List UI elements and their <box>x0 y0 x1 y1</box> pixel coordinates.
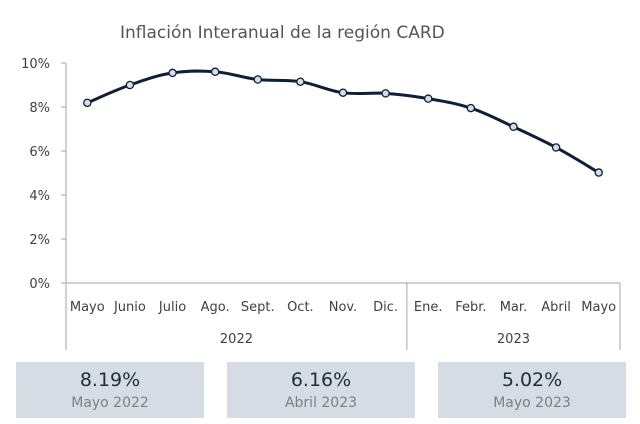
y-tick-label: 0% <box>29 277 50 292</box>
chart-title: Inflación Interanual de la región CARD <box>120 23 445 43</box>
x-tick-label: Nov. <box>329 300 358 315</box>
x-group-label: 2022 <box>220 332 253 347</box>
x-group-label: 2023 <box>497 332 530 347</box>
summary-card-2: 6.16% Abril 2023 <box>227 362 415 418</box>
y-tick-label: 10% <box>21 57 50 72</box>
data-point <box>296 77 305 86</box>
data-point <box>125 80 135 90</box>
card-value: 8.19% <box>79 369 141 391</box>
data-point <box>509 122 518 132</box>
data-point <box>83 98 92 108</box>
y-tick-label: 8% <box>29 101 50 116</box>
series-line <box>86 69 600 174</box>
y-tick-label: 4% <box>29 189 50 204</box>
summary-card-3: 5.02% Mayo 2023 <box>438 362 626 418</box>
x-tick-label: Febr. <box>455 300 486 315</box>
data-point <box>168 68 177 78</box>
x-tick-label: Ago. <box>201 300 230 315</box>
x-tick-label: Mayo <box>70 300 105 315</box>
data-point <box>381 89 390 98</box>
card-value: 6.16% <box>290 369 352 391</box>
y-tick-label: 2% <box>29 233 50 248</box>
x-tick-label: Mayo <box>581 300 616 315</box>
x-tick-label: Oct. <box>287 300 314 315</box>
card-label: Mayo 2023 <box>493 395 571 411</box>
data-point <box>594 168 603 177</box>
y-tick-label: 6% <box>29 145 50 160</box>
data-point <box>466 103 476 113</box>
x-tick-label: Abril <box>541 300 571 315</box>
card-label: Mayo 2022 <box>71 395 149 411</box>
data-point <box>253 75 263 84</box>
data-point <box>551 143 561 152</box>
card-value: 5.02% <box>501 369 563 391</box>
summary-card-1: 8.19% Mayo 2022 <box>16 362 204 418</box>
x-tick-label: Julio <box>158 300 186 315</box>
data-point <box>210 67 220 77</box>
x-tick-label: Dic. <box>373 300 398 315</box>
data-point <box>338 88 348 97</box>
x-axis: Mayo Junio Julio Ago. Sept. Oct. Nov. Dic. Ene. F… <box>65 282 621 350</box>
series-layer <box>83 67 603 177</box>
x-tick-label: Ene. <box>414 300 443 315</box>
x-tick-label: Sept. <box>241 300 275 315</box>
y-axis: 0% 2% 4% 6% 8% 10% <box>21 57 67 292</box>
x-tick-label: Junio <box>113 300 146 315</box>
x-tick-label: Mar. <box>500 300 527 315</box>
inflation-line-chart: Inflación Interanual de la región CARD 0… <box>21 23 621 350</box>
data-point <box>423 94 433 103</box>
card-label: Abril 2023 <box>284 395 358 411</box>
